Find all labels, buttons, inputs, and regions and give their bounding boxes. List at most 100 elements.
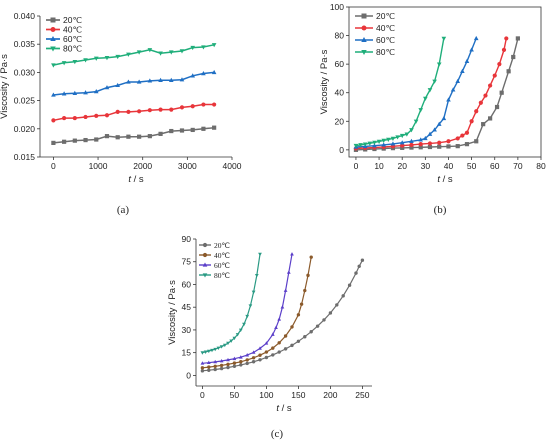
data-point bbox=[201, 126, 206, 131]
y-tick-label: 0.030 bbox=[14, 67, 36, 77]
data-point bbox=[212, 125, 217, 130]
data-point bbox=[390, 141, 396, 146]
data-point bbox=[464, 58, 470, 63]
data-point bbox=[206, 349, 211, 354]
data-point bbox=[315, 324, 320, 328]
data-point bbox=[427, 141, 433, 146]
data-point bbox=[51, 140, 56, 145]
data-point bbox=[473, 35, 479, 41]
data-point bbox=[115, 82, 121, 88]
data-point bbox=[147, 78, 153, 83]
data-point bbox=[328, 311, 333, 315]
data-point bbox=[212, 102, 217, 107]
x-tick-label: 150 bbox=[291, 390, 305, 400]
data-point bbox=[115, 54, 121, 60]
legend-marker bbox=[202, 242, 208, 248]
series-line bbox=[355, 38, 445, 147]
series-line bbox=[53, 126, 215, 144]
data-point bbox=[455, 136, 460, 141]
x-tick-label: 10 bbox=[374, 161, 384, 171]
data-point bbox=[515, 36, 520, 41]
data-point bbox=[216, 346, 221, 351]
series-3 bbox=[51, 69, 217, 97]
data-point bbox=[72, 115, 77, 121]
data-point bbox=[251, 356, 256, 360]
data-point bbox=[219, 363, 224, 368]
y-tick-label: 0.035 bbox=[14, 39, 36, 49]
data-point bbox=[436, 121, 442, 126]
data-point bbox=[232, 361, 237, 365]
data-point bbox=[94, 113, 99, 118]
data-point bbox=[126, 79, 131, 84]
x-tick-label: 100 bbox=[259, 390, 273, 400]
data-point bbox=[232, 336, 237, 341]
data-point bbox=[386, 137, 391, 142]
plot-frame bbox=[348, 6, 542, 158]
data-point bbox=[427, 144, 433, 150]
data-point bbox=[437, 144, 442, 149]
y-tick-label: 60 bbox=[335, 59, 345, 69]
data-point bbox=[245, 358, 249, 362]
data-point bbox=[264, 350, 269, 354]
data-point bbox=[299, 302, 304, 306]
y-tick-label: 0 bbox=[339, 145, 344, 155]
data-point bbox=[200, 369, 205, 373]
data-point bbox=[455, 144, 460, 149]
x-axis-label: t / s bbox=[437, 174, 453, 185]
data-point bbox=[83, 114, 88, 120]
legend-marker bbox=[202, 262, 208, 267]
data-point bbox=[492, 73, 497, 78]
y-tick-label: 60 bbox=[182, 279, 192, 289]
y-tick-label: 80 bbox=[335, 31, 345, 41]
data-point bbox=[483, 93, 488, 98]
data-point bbox=[264, 355, 269, 360]
data-point bbox=[404, 132, 410, 137]
data-point bbox=[335, 303, 339, 307]
x-tick-label: 200 bbox=[323, 390, 337, 400]
data-point bbox=[242, 322, 246, 327]
data-point bbox=[258, 346, 262, 350]
legend-marker bbox=[50, 36, 56, 41]
legend-marker bbox=[50, 17, 56, 23]
data-point bbox=[306, 273, 310, 278]
data-point bbox=[357, 264, 361, 268]
data-point bbox=[211, 43, 217, 48]
data-point bbox=[270, 332, 275, 336]
data-point bbox=[72, 90, 78, 95]
data-point bbox=[72, 60, 78, 65]
data-point bbox=[303, 288, 307, 293]
data-point bbox=[158, 77, 163, 82]
data-point bbox=[158, 107, 163, 112]
data-point bbox=[190, 104, 195, 109]
panel-caption: (a) bbox=[117, 204, 130, 216]
data-point bbox=[158, 131, 163, 136]
x-tick-label: 2000 bbox=[133, 161, 152, 171]
x-tick-label: 3000 bbox=[178, 161, 197, 171]
data-point bbox=[126, 52, 131, 57]
data-point bbox=[158, 51, 163, 56]
data-point bbox=[441, 36, 447, 41]
data-point bbox=[51, 63, 56, 68]
data-point bbox=[437, 140, 442, 145]
panel-b: 0 10 20 30 40 50 60 70 80 0 20 40 60 80 100 t / s Viscos… bbox=[319, 2, 546, 216]
data-point bbox=[169, 107, 174, 112]
data-point bbox=[94, 137, 99, 142]
y-tick-label: 75 bbox=[182, 257, 192, 267]
data-point bbox=[303, 335, 307, 339]
legend-marker bbox=[50, 46, 56, 52]
data-point bbox=[283, 334, 288, 338]
data-point bbox=[264, 341, 269, 345]
data-point bbox=[271, 353, 275, 357]
data-point bbox=[239, 363, 243, 367]
data-point bbox=[423, 96, 428, 101]
data-point bbox=[251, 360, 256, 364]
data-point bbox=[353, 143, 359, 149]
x-tick-label: 0 bbox=[354, 161, 359, 171]
data-point bbox=[400, 143, 405, 148]
data-point bbox=[168, 77, 174, 82]
data-point bbox=[245, 314, 250, 319]
data-point bbox=[474, 109, 479, 114]
data-point bbox=[83, 58, 88, 63]
data-point bbox=[290, 343, 294, 348]
